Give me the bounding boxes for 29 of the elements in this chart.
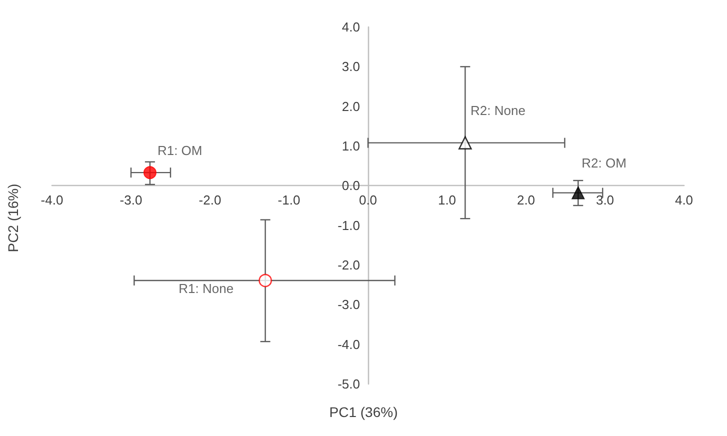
point	[258, 274, 272, 288]
x-tick-label: 2.0	[516, 192, 536, 208]
y-tick-label: -1.0	[338, 218, 360, 233]
x-tick-label: -3.0	[120, 192, 142, 208]
point	[143, 166, 156, 180]
x-tick-label: -2.0	[198, 192, 222, 208]
y-tick-label: 2.0	[342, 98, 360, 114]
y-tick-label: -3.0	[338, 297, 360, 312]
point	[458, 136, 472, 150]
x-tick-label: 3.0	[596, 192, 614, 208]
y-tick-label: -5.0	[338, 376, 360, 392]
series-label: R2: OM	[582, 155, 626, 170]
x-axis-title: PC1 (36%)	[329, 404, 398, 420]
point	[572, 186, 585, 200]
y-tick-label: 4.0	[342, 20, 360, 34]
series-label: R1: OM	[157, 143, 202, 158]
y-tick-label: 0.0	[342, 178, 360, 194]
y-tick-label: 3.0	[342, 59, 360, 74]
y-tick-label: -2.0	[338, 258, 360, 272]
x-tick-label: -1.0	[278, 192, 300, 208]
y-tick-label: -4.0	[338, 336, 360, 352]
x-tick-label: 0.0	[358, 192, 378, 208]
x-tick-label: 4.0	[674, 192, 694, 208]
x-tick-label: -4.0	[40, 192, 64, 208]
y-tick-label: 1.0	[342, 138, 360, 154]
y-axis-title: PC2 (16%)	[5, 184, 21, 252]
series-label: R2: None	[470, 103, 526, 118]
series-label: R1: None	[178, 280, 234, 296]
x-tick-label: 1.0	[438, 192, 456, 208]
